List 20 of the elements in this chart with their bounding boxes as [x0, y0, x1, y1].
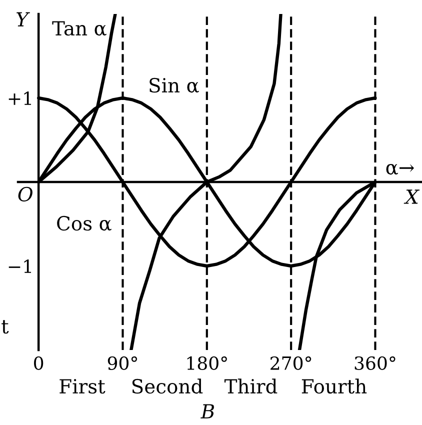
- text: First: [60, 379, 106, 394]
- text: t: [2, 320, 9, 334]
- y-axis-title: Y: [16, 12, 30, 26]
- text: B: [200, 404, 214, 418]
- text: Second: [132, 378, 203, 394]
- text: Third: [224, 378, 278, 394]
- x-tick-label: 270°: [270, 356, 312, 370]
- y-tick-label: −1: [8, 259, 32, 273]
- x-tick-label: 0: [34, 356, 44, 370]
- y-tick-label: +1: [8, 91, 32, 105]
- series-label: Tan α: [52, 21, 106, 36]
- x-tick-label: 90°: [108, 356, 138, 370]
- series-label: Sin α: [150, 78, 199, 93]
- annotation: O: [18, 186, 32, 202]
- x-tick-label: 180°: [187, 356, 227, 370]
- series-label: Cos α: [57, 216, 112, 231]
- x-axis-title: X: [404, 190, 420, 204]
- annotation: α→: [386, 164, 414, 175]
- x-tick-label: 360°: [354, 356, 396, 370]
- text: Fourth: [302, 378, 367, 394]
